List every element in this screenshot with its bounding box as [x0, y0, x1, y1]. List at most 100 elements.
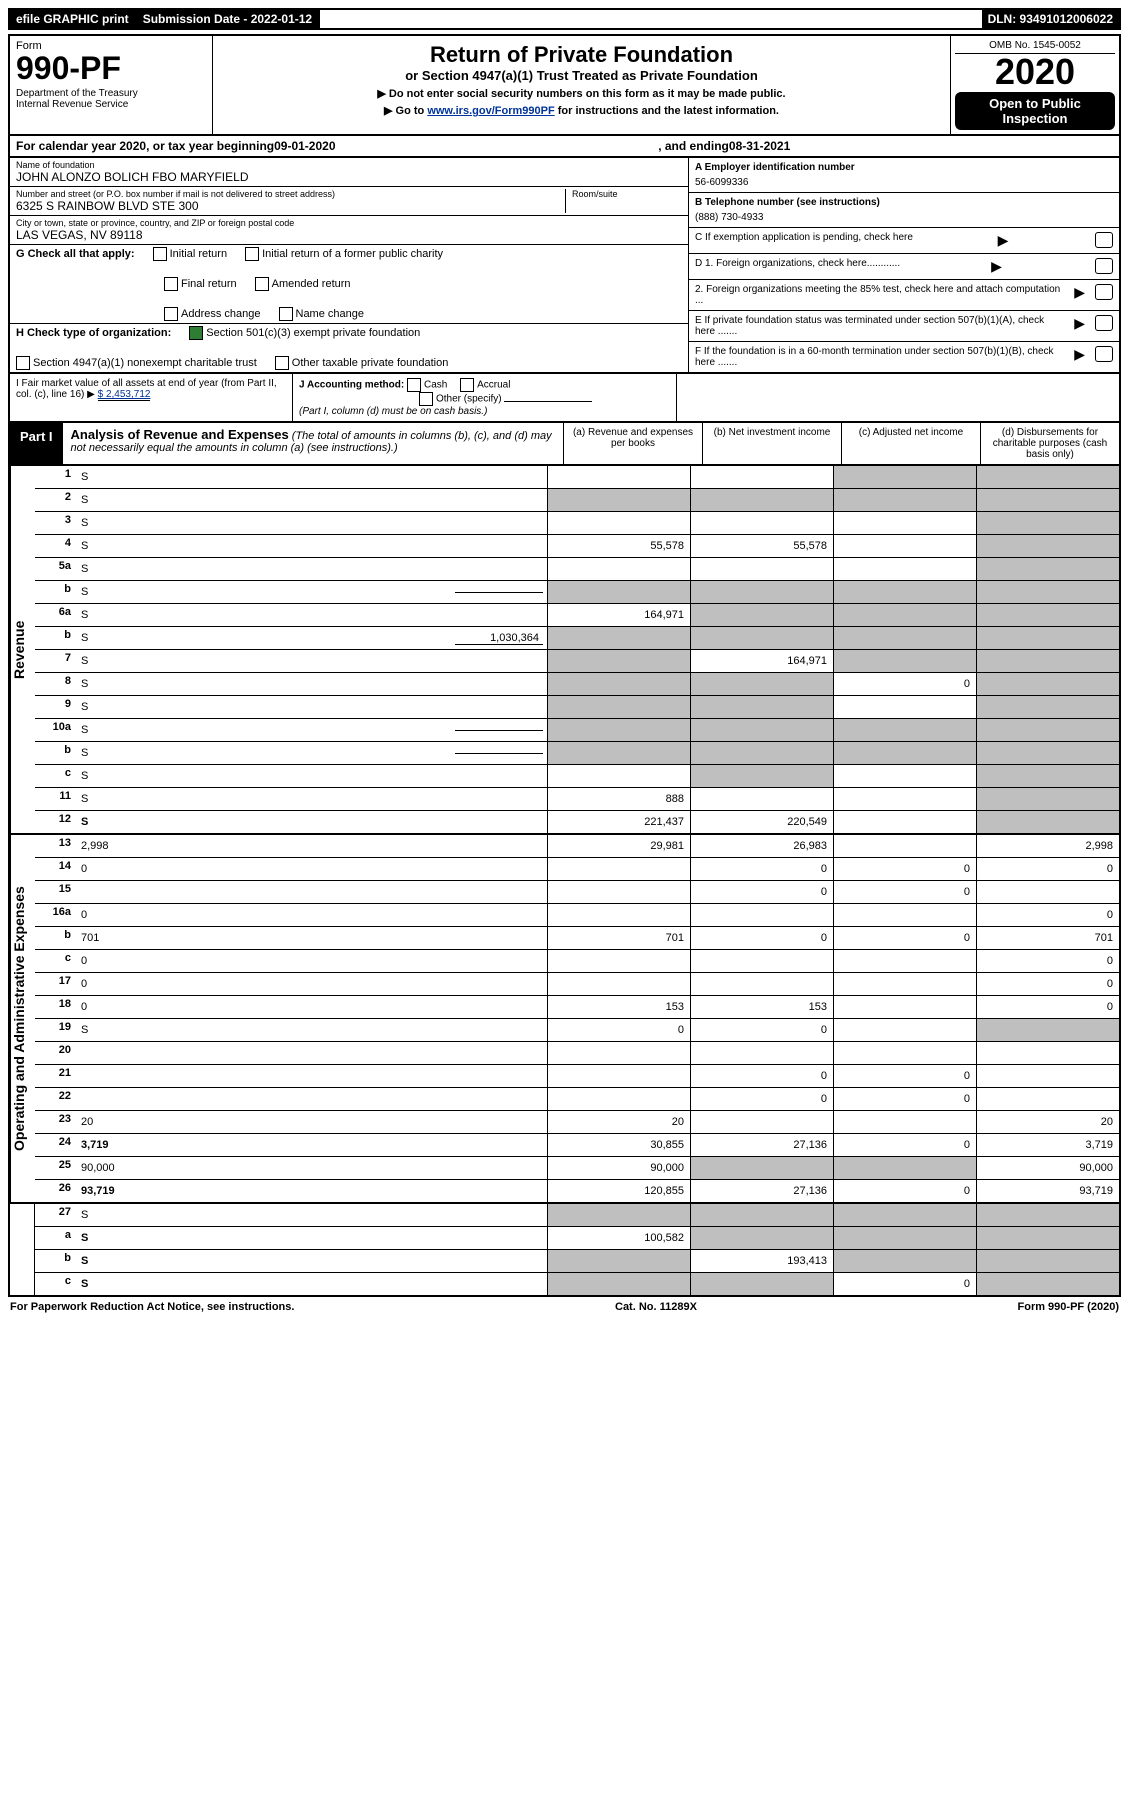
- line-number: 9: [35, 696, 77, 718]
- line-desc: S: [77, 1250, 547, 1272]
- line-desc: 0: [77, 904, 547, 926]
- cell-shaded: [690, 604, 833, 626]
- cell-value: 153: [547, 996, 690, 1018]
- line-desc: 701: [77, 927, 547, 949]
- h-label: H Check type of organization:: [16, 327, 171, 339]
- line-number: b: [35, 627, 77, 649]
- e-label: E If private foundation status was termi…: [695, 315, 1066, 337]
- table-row: 1S: [35, 466, 1119, 489]
- cell-value: [547, 904, 690, 926]
- cell-shaded: [547, 719, 690, 741]
- line-number: 4: [35, 535, 77, 557]
- cell-value: 0: [976, 950, 1119, 972]
- city-label: City or town, state or province, country…: [16, 218, 682, 228]
- cell-value: 164,971: [547, 604, 690, 626]
- page-footer: For Paperwork Reduction Act Notice, see …: [8, 1297, 1121, 1317]
- chk-accrual[interactable]: [460, 378, 474, 392]
- chk-name-change[interactable]: [279, 307, 293, 321]
- cell-value: [833, 950, 976, 972]
- cell-shaded: [690, 673, 833, 695]
- cell-shaded: [976, 512, 1119, 534]
- note-link: ▶ Go to www.irs.gov/Form990PF for instru…: [221, 104, 942, 117]
- line-number: 20: [35, 1042, 77, 1064]
- cell-shaded: [690, 1227, 833, 1249]
- cell-shaded: [547, 489, 690, 511]
- cell-value: [833, 973, 976, 995]
- cell-shaded: [833, 466, 976, 488]
- cell-value: [833, 904, 976, 926]
- table-row: 20: [35, 1042, 1119, 1065]
- cell-value: [833, 1019, 976, 1041]
- fmv-value[interactable]: $ 2,453,712: [98, 389, 151, 401]
- cell-value: 0: [833, 1088, 976, 1110]
- chk-initial-former[interactable]: [245, 247, 259, 261]
- chk-other-tax[interactable]: [275, 356, 289, 370]
- line-desc: 0: [77, 858, 547, 880]
- cell-shaded: [547, 627, 690, 649]
- cell-value: 0: [833, 673, 976, 695]
- cell-value: [833, 835, 976, 857]
- table-row: 10aS: [35, 719, 1119, 742]
- line-desc: S: [77, 1204, 547, 1226]
- chk-other-acct[interactable]: [419, 392, 433, 406]
- cell-value: [547, 858, 690, 880]
- accounting-row: I Fair market value of all assets at end…: [8, 374, 1121, 423]
- chk-c[interactable]: [1095, 232, 1113, 248]
- cell-value: 0: [833, 927, 976, 949]
- chk-cash[interactable]: [407, 378, 421, 392]
- chk-initial[interactable]: [153, 247, 167, 261]
- col-c-header: (c) Adjusted net income: [841, 423, 980, 464]
- cell-value: 90,000: [547, 1157, 690, 1179]
- cell-value: 0: [690, 1088, 833, 1110]
- cell-shaded: [833, 1250, 976, 1272]
- line-number: 18: [35, 996, 77, 1018]
- line-desc: S: [77, 489, 547, 511]
- cell-shaded: [833, 604, 976, 626]
- cell-value: 0: [833, 858, 976, 880]
- cell-value: 0: [976, 904, 1119, 926]
- cell-shaded: [690, 696, 833, 718]
- table-row: bS1,030,364: [35, 627, 1119, 650]
- cell-value: 30,855: [547, 1134, 690, 1156]
- ty-begin: 09-01-2020: [274, 139, 335, 153]
- j-label: J Accounting method:: [299, 380, 404, 391]
- line-desc: S: [77, 788, 547, 810]
- chk-d2[interactable]: [1095, 284, 1113, 300]
- cell-shaded: [690, 765, 833, 787]
- table-row: 2100: [35, 1065, 1119, 1088]
- table-row: aS100,582: [35, 1227, 1119, 1250]
- chk-addr-change[interactable]: [164, 307, 178, 321]
- cell-shaded: [976, 581, 1119, 603]
- cell-value: 0: [833, 1065, 976, 1087]
- expenses-table: Operating and Administrative Expenses 13…: [8, 835, 1121, 1204]
- chk-f[interactable]: [1095, 346, 1113, 362]
- form-title: Return of Private Foundation: [221, 42, 942, 68]
- cell-value: 27,136: [690, 1180, 833, 1202]
- ty-end: 08-31-2021: [729, 139, 790, 153]
- irs-link[interactable]: www.irs.gov/Form990PF: [427, 105, 554, 117]
- chk-4947[interactable]: [16, 356, 30, 370]
- table-row: 1500: [35, 881, 1119, 904]
- chk-501c3[interactable]: [189, 326, 203, 340]
- cell-value: 701: [976, 927, 1119, 949]
- cell-shaded: [976, 811, 1119, 833]
- cell-value: 0: [690, 881, 833, 903]
- col-a-header: (a) Revenue and expenses per books: [563, 423, 702, 464]
- chk-e[interactable]: [1095, 315, 1113, 331]
- table-row: 2200: [35, 1088, 1119, 1111]
- line-number: 24: [35, 1134, 77, 1156]
- line-number: c: [35, 950, 77, 972]
- chk-d1[interactable]: [1095, 258, 1113, 274]
- cell-shaded: [690, 742, 833, 764]
- cell-shaded: [547, 742, 690, 764]
- cell-value: [690, 558, 833, 580]
- cell-value: [690, 788, 833, 810]
- summary-table: 27SaS100,582bS193,413cS0: [8, 1204, 1121, 1297]
- chk-amended[interactable]: [255, 277, 269, 291]
- chk-final[interactable]: [164, 277, 178, 291]
- side-revenue: Revenue: [10, 466, 35, 833]
- acct-note: (Part I, column (d) must be on cash basi…: [299, 406, 487, 417]
- ein-value: 56-6099336: [695, 173, 1113, 188]
- line-desc: 0: [77, 973, 547, 995]
- table-row: 6aS164,971: [35, 604, 1119, 627]
